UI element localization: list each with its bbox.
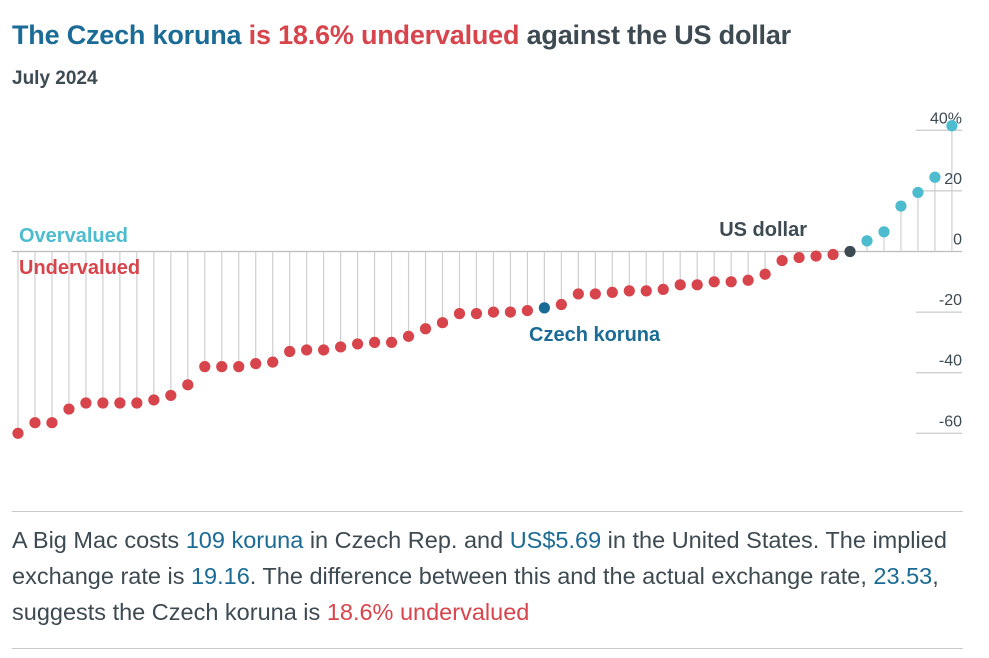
undervalued-point [419, 323, 432, 335]
undervalued-point [640, 285, 652, 297]
y-tick-label: -60 [939, 413, 962, 430]
undervalued-point [776, 254, 788, 267]
undervalued-point [12, 427, 24, 439]
desc-us-price: US$5.69 [509, 527, 602, 553]
undervalued-point [521, 304, 534, 317]
undervalued-point [267, 356, 279, 368]
undervalued-point [199, 361, 211, 373]
undervalued-point [436, 317, 449, 329]
desc-intro: A Big Mac costs [12, 527, 186, 553]
stems [17, 125, 953, 434]
undervalued-point [470, 308, 483, 320]
undervalued-point [29, 417, 41, 429]
undervalued-point [335, 341, 347, 353]
divider-bottom [12, 648, 963, 649]
undervalued-point [555, 298, 567, 311]
chart-title: The Czech koruna is 18.6% undervalued ag… [12, 20, 791, 51]
overvalued-point [912, 186, 924, 199]
title-currency: The Czech koruna [12, 20, 242, 50]
undervalued-point [725, 276, 737, 288]
czech-koruna-label: Czech koruna [529, 324, 661, 346]
overvalued-label: Overvalued [19, 225, 128, 247]
undervalued-point [216, 361, 228, 373]
us-dollar-label: US dollar [719, 219, 807, 241]
overvalued-point [929, 171, 941, 183]
undervalued-point [657, 283, 669, 295]
undervalued-point [708, 276, 720, 288]
overvalued-point [946, 120, 958, 132]
undervalued-point [284, 345, 296, 358]
desc-local-price: 109 koruna [185, 527, 304, 553]
undervalued-point [318, 344, 330, 356]
undervalued-point [674, 279, 686, 291]
undervalued-point [233, 361, 245, 373]
overvalued-point [861, 235, 873, 247]
valuation-lollipop-chart: 40%200-20-40-60 Overvalued Undervalued C… [12, 110, 962, 439]
y-tick-label: -40 [939, 353, 962, 370]
undervalued-point [63, 403, 75, 415]
description-text: A Big Mac costs 109 koruna in Czech Rep.… [12, 522, 962, 630]
gridlines [12, 129, 962, 434]
overvalued-point [895, 200, 907, 212]
data-points [12, 120, 958, 439]
undervalued-point [691, 279, 703, 291]
undervalued-point [368, 336, 381, 348]
undervalued-point [810, 250, 822, 262]
undervalued-point [301, 344, 313, 356]
desc-valuation: 18.6% undervalued [326, 599, 530, 625]
undervalued-point [742, 274, 754, 286]
y-tick-label: -20 [939, 292, 962, 309]
overvalued-point [878, 226, 890, 238]
undervalued-point [97, 397, 109, 409]
undervalued-point [453, 308, 466, 320]
undervalued-point [402, 330, 415, 342]
title-valuation: is 18.6% undervalued [248, 20, 520, 50]
undervalued-point [589, 288, 601, 300]
undervalued-point [80, 397, 92, 409]
y-axis: 40%200-20-40-60 [930, 110, 962, 430]
czech-koruna-point [538, 302, 550, 314]
undervalued-point [131, 397, 143, 409]
undervalued-point [759, 268, 771, 280]
undervalued-point [250, 358, 262, 370]
desc-text-4: . The difference between this and the ac… [249, 563, 874, 589]
undervalued-point [487, 306, 500, 318]
undervalued-point [827, 248, 839, 261]
undervalued-point [148, 394, 160, 406]
undervalued-point [572, 288, 584, 300]
undervalued-point [114, 397, 126, 409]
desc-actual-rate: 23.53 [873, 563, 933, 589]
undervalued-point [385, 336, 398, 348]
title-comparison: against the US dollar [526, 20, 792, 50]
desc-text-5: , suggests the Czech koruna is [12, 563, 939, 625]
undervalued-point [606, 286, 618, 299]
desc-implied-rate: 19.16 [190, 563, 250, 589]
y-tick-label: 20 [944, 171, 962, 188]
undervalued-point [793, 251, 805, 264]
undervalued-label: Undervalued [19, 257, 140, 279]
y-tick-label: 0 [953, 232, 962, 249]
desc-text-3: in the United States. The implied exchan… [12, 527, 947, 589]
chart-subtitle: July 2024 [12, 68, 98, 89]
us-dollar-point [844, 245, 856, 258]
desc-text-2: in Czech Rep. and [303, 527, 510, 553]
undervalued-point [352, 338, 364, 350]
undervalued-point [182, 379, 194, 391]
undervalued-point [623, 285, 635, 297]
undervalued-point [46, 417, 58, 429]
undervalued-point [504, 306, 517, 318]
undervalued-point [165, 389, 177, 402]
divider-top [12, 511, 963, 512]
